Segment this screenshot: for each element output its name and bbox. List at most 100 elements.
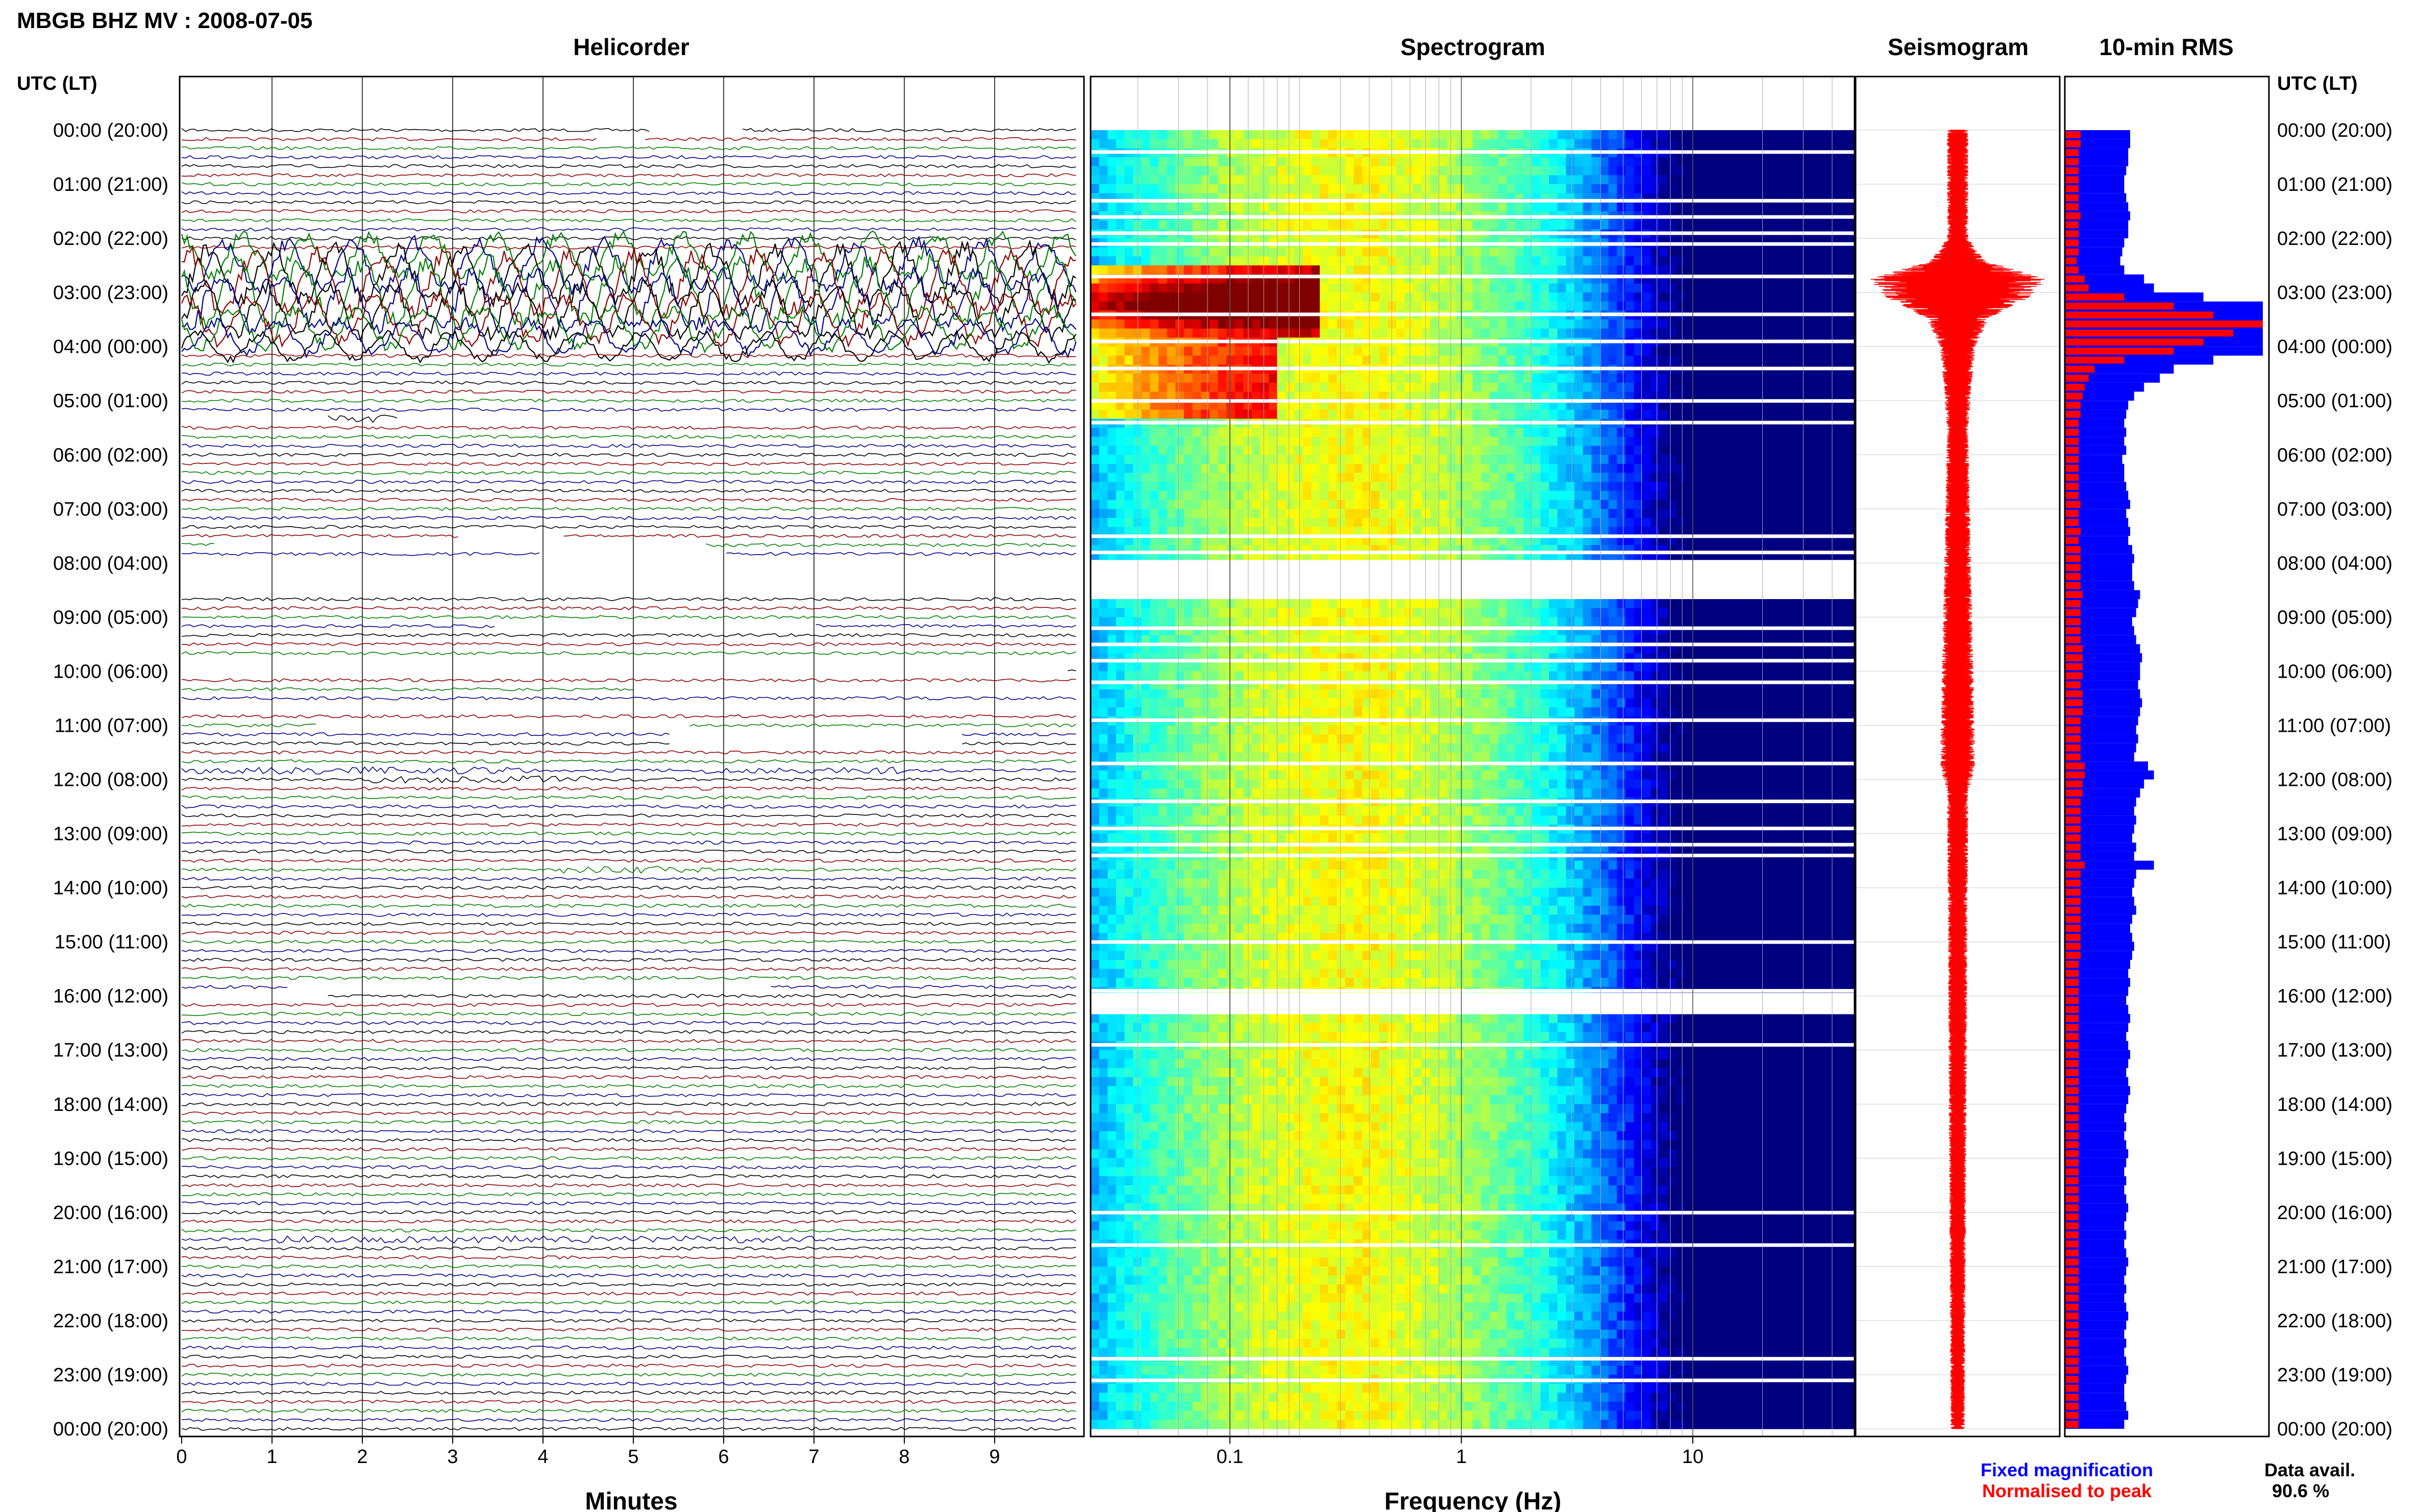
- spectrogram-cell: [1795, 184, 1804, 194]
- spectrogram-cell: [1727, 455, 1736, 464]
- spectrogram-cell: [1472, 328, 1482, 338]
- spectrogram-cell: [1439, 139, 1448, 148]
- spectrogram-cell: [1141, 166, 1150, 176]
- spectrogram-cell: [1396, 445, 1405, 455]
- spectrogram-cell: [1455, 608, 1465, 617]
- spectrogram-cell: [1659, 409, 1668, 419]
- spectrogram-cell: [1133, 130, 1142, 140]
- spectrogram-cell: [1472, 409, 1482, 419]
- spectrogram-cell: [1752, 599, 1762, 609]
- spectrogram-cell: [1795, 292, 1804, 302]
- spectrogram-cell: [1099, 265, 1108, 275]
- spectrogram-cell: [1091, 346, 1100, 356]
- spectrogram-cell: [1701, 374, 1711, 383]
- spectrogram-cell: [1099, 184, 1108, 194]
- spectrogram-cell: [1328, 175, 1337, 185]
- spectrogram-cell: [1396, 617, 1405, 627]
- spectrogram-cell: [1472, 374, 1482, 383]
- spectrogram-cell: [1337, 301, 1346, 311]
- spectrogram-cell: [1328, 247, 1337, 257]
- spectrogram-cell: [1727, 436, 1736, 447]
- helicorder-trace: [181, 651, 1076, 656]
- helicorder-panel: [179, 76, 1085, 1437]
- spectrogram-cell: [1710, 247, 1719, 257]
- spectrogram-cell: [1184, 500, 1193, 509]
- spectrogram-cell: [1218, 490, 1227, 501]
- spectrogram-cell: [1150, 382, 1159, 392]
- spectrogram-cell: [1167, 500, 1176, 509]
- spectrogram-cell: [1786, 247, 1796, 257]
- spectrogram-cell: [1498, 283, 1507, 293]
- spectrogram-cell: [1107, 157, 1117, 167]
- spectrogram-cell: [1320, 490, 1329, 501]
- spectrogram-cell: [1642, 166, 1651, 176]
- spectrogram-cell: [1370, 184, 1380, 194]
- spectrogram-cell: [1116, 175, 1125, 185]
- spectrogram-cell: [1345, 139, 1354, 148]
- spectrogram-cell: [1260, 202, 1269, 212]
- spectrogram-cell: [1650, 256, 1660, 266]
- spectrogram-cell: [1532, 166, 1541, 176]
- spectrogram-cell: [1141, 409, 1150, 419]
- spectrogram-cell: [1583, 617, 1592, 627]
- spectrogram-cell: [1778, 382, 1787, 392]
- spectrogram-cell: [1769, 256, 1779, 266]
- spectrogram-cell: [1439, 608, 1448, 617]
- helicorder-trace: [181, 191, 1076, 195]
- spectrogram-cell: [1124, 482, 1133, 491]
- spectrogram-cell: [1769, 139, 1779, 148]
- spectrogram-cell: [1489, 445, 1498, 455]
- spectrogram-cell: [1837, 166, 1846, 176]
- spectrogram-cell: [1260, 490, 1269, 501]
- spectrogram-cell: [1337, 482, 1346, 491]
- spectrogram-cell: [1226, 139, 1236, 148]
- helicorder-trace: [181, 1210, 1076, 1214]
- spectrogram-cell: [1507, 175, 1516, 185]
- spectrogram-cell: [1498, 374, 1507, 383]
- spectrogram-cell: [1269, 482, 1278, 491]
- spectrogram-cell: [1701, 490, 1711, 501]
- spectrogram-cell: [1141, 256, 1150, 266]
- spectrogram-cell: [1091, 428, 1100, 437]
- spectrogram-cell: [1583, 166, 1592, 176]
- spectrogram-cell: [1421, 428, 1430, 437]
- spectrogram-cell: [1507, 166, 1516, 176]
- spectrogram-cell: [1167, 518, 1176, 528]
- spectrogram-cell: [1769, 220, 1779, 230]
- spectrogram-cell: [1167, 328, 1176, 338]
- spectrogram-cell: [1286, 247, 1295, 257]
- spectrogram-cell: [1659, 473, 1668, 482]
- spectrogram-cell: [1736, 473, 1745, 482]
- spectrogram-cell: [1617, 518, 1626, 528]
- spectrogram-cell: [1820, 175, 1830, 185]
- spectrogram-cell: [1345, 455, 1354, 464]
- spectrogram-cell: [1133, 283, 1142, 293]
- spectrogram-cell: [1107, 319, 1117, 329]
- spectrogram-cell: [1192, 509, 1201, 518]
- spectrogram-cell: [1489, 617, 1498, 627]
- spectrogram-cell: [1710, 175, 1719, 185]
- spectrogram-cell: [1761, 202, 1770, 212]
- spectrogram-cell: [1455, 599, 1465, 609]
- spectrogram-cell: [1498, 202, 1507, 212]
- spectrogram-cell: [1413, 374, 1422, 383]
- spectrogram-cell: [1226, 220, 1236, 230]
- spectrogram-cell: [1574, 482, 1584, 491]
- spectrogram-cell: [1820, 283, 1830, 293]
- spectrogram-cell: [1158, 482, 1168, 491]
- spectrogram-cell: [1769, 445, 1779, 455]
- spectrogram-cell: [1837, 184, 1846, 194]
- spectrogram-cell: [1370, 374, 1380, 383]
- spectrogram-cell: [1150, 445, 1159, 455]
- spectrogram-cell: [1464, 265, 1473, 275]
- spectrogram-cell: [1235, 445, 1244, 455]
- spectrogram-cell: [1455, 374, 1465, 383]
- spectrogram-cell: [1124, 202, 1133, 212]
- spectrogram-cell: [1507, 184, 1516, 194]
- spectrogram-cell: [1744, 175, 1753, 185]
- spectrogram-cell: [1116, 247, 1125, 257]
- spectrogram-cell: [1472, 166, 1482, 176]
- spectrogram-cell: [1379, 500, 1388, 509]
- spectrogram-cell: [1736, 482, 1745, 491]
- spectrogram-cell: [1693, 166, 1702, 176]
